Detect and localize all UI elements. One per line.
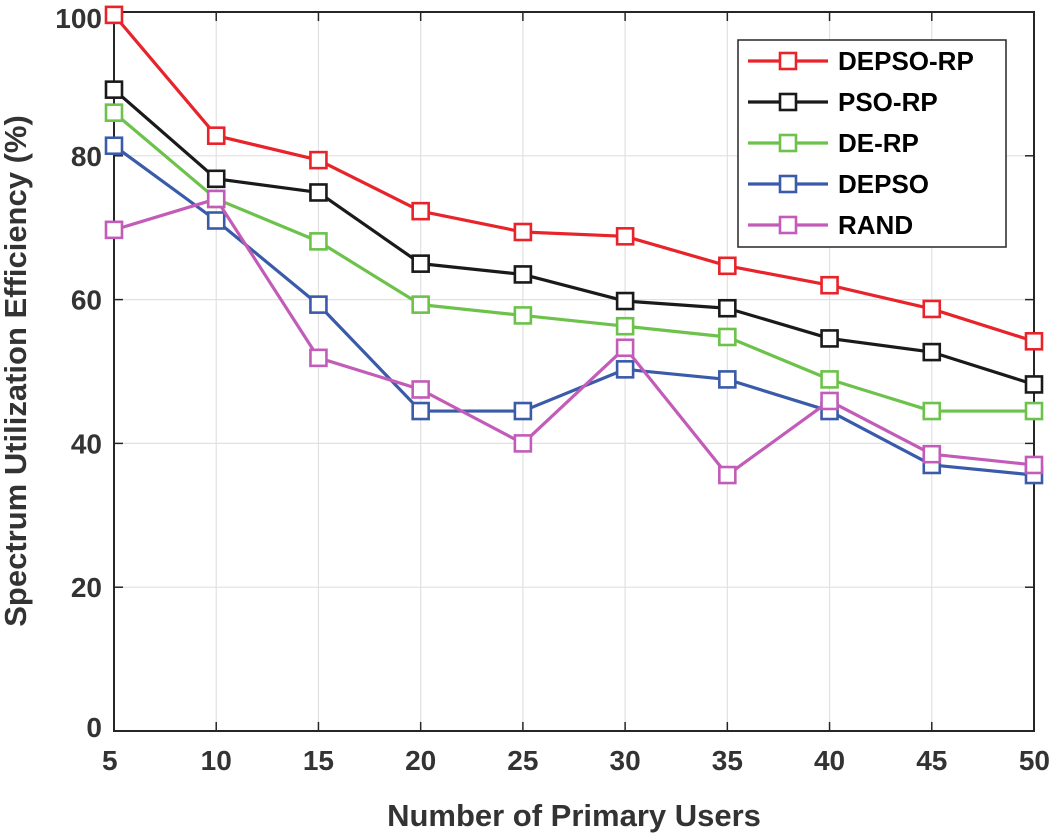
series-line-rand — [113, 197, 1035, 477]
data-point-rand — [718, 465, 737, 485]
series-layer — [104, 5, 1044, 485]
y-tick-label: 100 — [55, 3, 102, 34]
y-axis-ticks: 0 20 40 60 80 100 — [55, 3, 1034, 743]
legend-item-pso-rp: PSO-RP — [748, 87, 938, 117]
series-pso-rp — [104, 80, 1044, 394]
data-point-depso — [513, 401, 533, 421]
legend-label: RAND — [838, 210, 913, 240]
legend-marker — [778, 133, 798, 153]
legend: DEPSO-RP PSO-RP DE-RP DEPSO RAND — [737, 39, 1007, 248]
data-point-pso-rp — [206, 169, 226, 189]
data-point-depso-rp — [922, 299, 942, 319]
data-point-pso-rp — [1024, 375, 1044, 394]
data-point-depso-rp — [104, 5, 124, 25]
data-point-de-rp — [513, 306, 533, 325]
data-point-de-rp — [411, 295, 430, 314]
data-point-rand — [615, 338, 635, 358]
legend-item-rand: RAND — [748, 210, 913, 240]
x-tick-label: 40 — [814, 745, 845, 776]
series-depso-rp — [104, 5, 1044, 351]
x-tick-label: 30 — [610, 745, 641, 776]
x-axis-title: Number of Primary Users — [387, 798, 761, 833]
x-tick-label: 5 — [102, 745, 118, 776]
data-point-de-rp — [615, 316, 635, 336]
legend-label: DEPSO-RP — [838, 46, 974, 76]
data-point-rand — [513, 434, 533, 453]
data-point-depso — [411, 401, 430, 421]
data-point-rand — [1024, 455, 1044, 475]
data-point-de-rp — [309, 232, 328, 251]
series-line-depso — [113, 144, 1035, 477]
data-point-rand — [206, 189, 226, 209]
data-point-pso-rp — [104, 80, 124, 99]
data-point-de-rp — [820, 370, 839, 389]
data-point-depso-rp — [513, 222, 533, 242]
y-tick-label: 0 — [86, 712, 102, 743]
x-tick-label: 10 — [201, 745, 232, 776]
data-point-rand — [411, 380, 430, 399]
legend-label: DE-RP — [838, 128, 919, 158]
x-tick-label: 35 — [712, 745, 743, 776]
data-point-depso — [104, 136, 124, 156]
legend-label: DEPSO — [838, 169, 929, 199]
data-point-depso-rp — [309, 150, 328, 170]
data-point-rand — [922, 444, 942, 464]
data-point-depso-rp — [206, 126, 226, 145]
series-rand — [104, 189, 1044, 485]
data-point-pso-rp — [513, 265, 533, 284]
y-tick-label: 60 — [71, 285, 102, 316]
y-tick-label: 20 — [71, 572, 102, 603]
x-tick-label: 50 — [1019, 745, 1050, 776]
series-line-depso-rp — [112, 13, 1035, 343]
legend-marker — [778, 92, 798, 112]
data-point-pso-rp — [820, 329, 839, 348]
data-point-de-rp — [718, 327, 737, 347]
data-point-depso — [309, 295, 328, 314]
legend-marker — [778, 51, 798, 71]
data-point-de-rp — [922, 401, 942, 421]
data-point-depso-rp — [820, 275, 839, 295]
legend-item-de-rp: DE-RP — [748, 128, 919, 158]
data-point-pso-rp — [922, 342, 942, 362]
x-tick-label: 20 — [405, 745, 436, 776]
data-point-pso-rp — [411, 254, 430, 273]
data-point-rand — [309, 348, 328, 368]
series-line-de-rp — [112, 111, 1034, 413]
legend-marker — [778, 215, 798, 235]
plot-frame — [113, 11, 1035, 732]
data-point-depso-rp — [615, 227, 635, 246]
y-tick-label: 40 — [71, 428, 102, 459]
legend-item-depso: DEPSO — [748, 169, 929, 199]
y-tick-label: 80 — [71, 141, 102, 172]
x-tick-label: 15 — [303, 745, 334, 776]
x-tick-label: 45 — [916, 745, 947, 776]
legend-marker — [778, 174, 798, 194]
data-point-rand — [820, 391, 839, 411]
data-point-depso-rp — [718, 256, 737, 276]
data-point-depso — [718, 370, 737, 389]
data-point-depso-rp — [1024, 332, 1044, 351]
data-point-depso-rp — [411, 201, 430, 221]
x-tick-label: 25 — [507, 745, 538, 776]
data-point-depso — [615, 360, 635, 379]
legend-item-depso-rp: DEPSO-RP — [748, 46, 974, 76]
data-point-rand — [104, 220, 124, 240]
data-point-pso-rp — [309, 183, 328, 202]
data-point-pso-rp — [615, 291, 635, 311]
data-point-depso — [206, 211, 226, 230]
series-line-pso-rp — [112, 88, 1035, 386]
x-axis-ticks: 5 10 15 20 25 30 35 40 45 50 — [102, 12, 1050, 776]
data-point-pso-rp — [718, 298, 737, 318]
data-point-de-rp — [1024, 401, 1044, 421]
data-point-de-rp — [104, 103, 124, 122]
legend-items: DEPSO-RP PSO-RP DE-RP DEPSO RAND — [748, 46, 974, 240]
y-axis-title: Spectrum Utilization Efficiency (%) — [0, 115, 33, 627]
legend-label: PSO-RP — [838, 87, 938, 117]
